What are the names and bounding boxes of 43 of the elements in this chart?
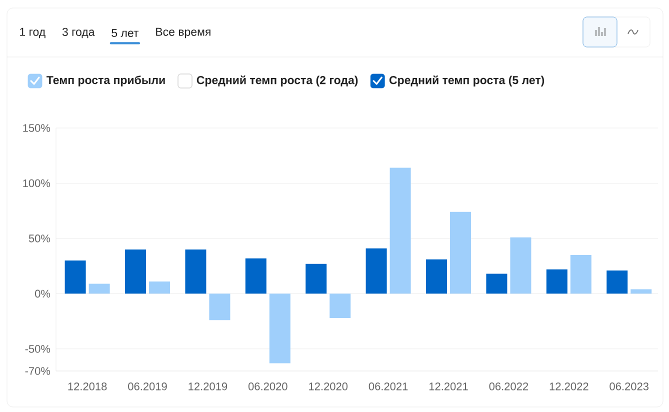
y-tick-label: 50% bbox=[28, 234, 50, 242]
bar bbox=[64, 260, 86, 294]
bar bbox=[269, 294, 290, 364]
text: Все время bbox=[156, 28, 210, 38]
bar bbox=[88, 284, 110, 294]
x-tick-label: 06.2020 bbox=[248, 382, 288, 390]
y-tick-label: 0% bbox=[35, 290, 50, 298]
x-tick-label: 12.2019 bbox=[188, 382, 228, 390]
bar bbox=[426, 259, 448, 294]
bar bbox=[185, 249, 206, 294]
bar bbox=[330, 294, 351, 318]
legend-label: Средний темп роста (5 лет) bbox=[389, 76, 544, 86]
bar bbox=[366, 248, 387, 294]
legend-label: Средний темп роста (2 года) bbox=[196, 76, 358, 86]
bar bbox=[149, 282, 170, 294]
x-tick-label: 12.2021 bbox=[429, 382, 468, 390]
y-tick-label: 150% bbox=[23, 124, 50, 132]
text: 5 лет bbox=[112, 28, 139, 37]
bar bbox=[570, 255, 592, 294]
text: 1 год bbox=[20, 28, 46, 38]
bar bbox=[606, 270, 628, 294]
y-tick-label: -70% bbox=[25, 367, 50, 375]
bar bbox=[450, 212, 472, 294]
bar bbox=[486, 274, 508, 294]
x-tick-label: 12.2022 bbox=[550, 382, 588, 390]
bar bbox=[125, 249, 146, 294]
x-tick-label: 12.2020 bbox=[309, 382, 348, 390]
bar bbox=[306, 264, 327, 294]
x-tick-label: 06.2021 bbox=[368, 382, 408, 390]
x-tick-label: 06.2019 bbox=[128, 382, 167, 390]
bar bbox=[510, 237, 532, 294]
x-tick-label: 06.2022 bbox=[489, 382, 528, 390]
x-tick-label: 12.2018 bbox=[68, 382, 107, 390]
bar bbox=[630, 289, 652, 294]
y-tick-label: -50% bbox=[25, 345, 50, 353]
bar bbox=[245, 258, 266, 294]
x-tick-label: 06.2023 bbox=[610, 382, 648, 390]
y-tick-label: 100% bbox=[23, 179, 50, 188]
bar bbox=[546, 269, 568, 294]
bar bbox=[390, 168, 411, 294]
legend-label: Темп роста прибыли bbox=[46, 76, 165, 86]
bar bbox=[209, 294, 230, 320]
text: 3 года bbox=[62, 28, 95, 38]
